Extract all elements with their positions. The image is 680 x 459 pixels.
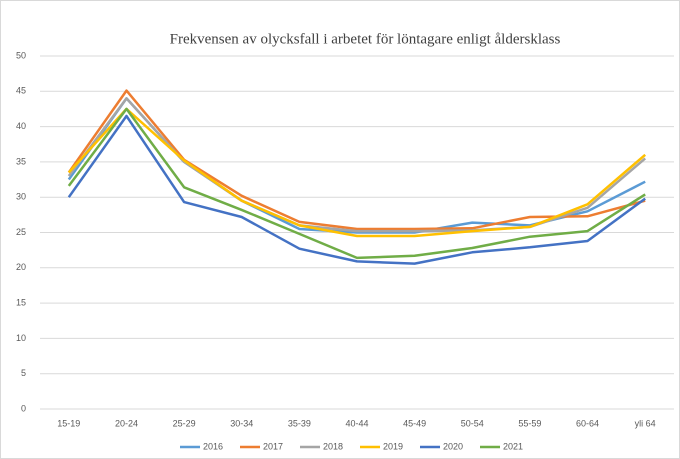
y-tick-label: 15: [16, 297, 26, 307]
x-tick-label: 45-49: [403, 418, 426, 428]
x-tick-label: 20-24: [115, 418, 138, 428]
y-tick-label: 45: [16, 86, 26, 96]
series-line: [67, 107, 647, 238]
y-tick-label: 10: [16, 333, 26, 343]
x-tick-label: 60-64: [576, 418, 599, 428]
series-line: [67, 89, 646, 231]
y-tick-label: 5: [21, 368, 26, 378]
legend-label: 2016: [203, 441, 223, 451]
legend-label: 2021: [503, 441, 523, 451]
x-tick-label: 30-34: [230, 418, 253, 428]
x-tick-label: 50-54: [461, 418, 484, 428]
y-tick-label: 35: [16, 156, 26, 166]
y-tick-label: 20: [16, 262, 26, 272]
series-line: [67, 107, 646, 260]
legend-label: 2020: [443, 441, 463, 451]
y-tick-label: 30: [16, 192, 26, 202]
legend-label: 2017: [263, 441, 283, 451]
x-tick-label: 40-44: [345, 418, 368, 428]
y-tick-label: 0: [21, 403, 26, 413]
x-tick-label: 25-29: [173, 418, 196, 428]
y-tick-label: 50: [16, 50, 26, 60]
chart-title: Frekvensen av olycksfall i arbetet för l…: [170, 31, 561, 47]
x-tick-label: 35-39: [288, 418, 311, 428]
y-tick-label: 25: [16, 227, 26, 237]
x-tick-label: yli 64: [635, 418, 656, 428]
legend-label: 2019: [383, 441, 403, 451]
x-tick-label: 15-19: [57, 418, 80, 428]
x-tick-label: 55-59: [518, 418, 541, 428]
y-tick-label: 40: [16, 121, 26, 131]
series-line: [67, 114, 646, 265]
legend-label: 2018: [323, 441, 343, 451]
